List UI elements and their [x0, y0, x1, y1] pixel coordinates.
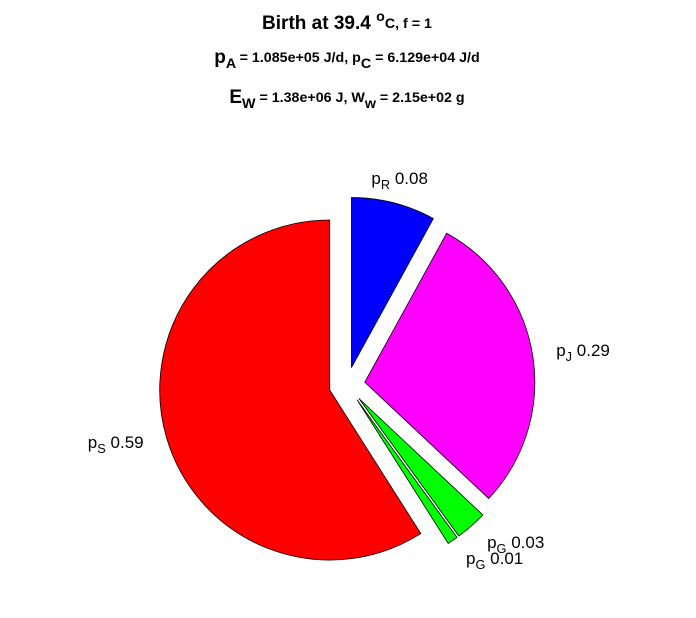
- slice-label-name: pG​: [487, 533, 506, 556]
- slice-label-value: 0.01: [490, 550, 523, 569]
- chart-title: EW = 1.38e+06 J, Ww = 2.15e+02 g: [229, 87, 464, 112]
- chart-title: Birth at 39.4 oC, f = 1: [262, 9, 432, 34]
- pie-slice: [351, 197, 434, 368]
- chart-title: pA = 1.085e+05 J/d, pC = 6.129e+04 J/d: [214, 47, 479, 72]
- slice-label-value: 0.29: [577, 341, 610, 360]
- slice-label-name: pS​: [88, 434, 106, 457]
- slice-label: pJ​ 0.29: [556, 341, 610, 364]
- slice-label-value: 0.03: [511, 533, 544, 552]
- slice-label-name: pG​: [466, 550, 485, 573]
- slice-label: pS​ 0.59: [88, 434, 144, 457]
- slice-label: pG​ 0.01: [466, 550, 523, 573]
- slice-label: pG​ 0.03: [487, 533, 544, 556]
- slice-label: pR​ 0.08: [371, 169, 428, 192]
- pie-slice: [159, 219, 422, 561]
- slice-label-name: pJ​: [556, 341, 572, 364]
- slice-label-name: pR​: [371, 169, 390, 192]
- pie-slice: [358, 398, 484, 537]
- pie-slice: [364, 232, 536, 500]
- slice-label-value: 0.08: [395, 169, 428, 188]
- slice-label-value: 0.59: [111, 434, 144, 453]
- pie-slice: [356, 399, 458, 544]
